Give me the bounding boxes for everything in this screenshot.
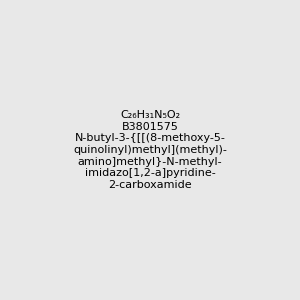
- Text: C₂₆H₃₁N₅O₂
B3801575
N-butyl-3-{[[(8-methoxy-5-
quinolinyl)methyl](methyl)-
amino: C₂₆H₃₁N₅O₂ B3801575 N-butyl-3-{[[(8-meth…: [73, 110, 227, 190]
